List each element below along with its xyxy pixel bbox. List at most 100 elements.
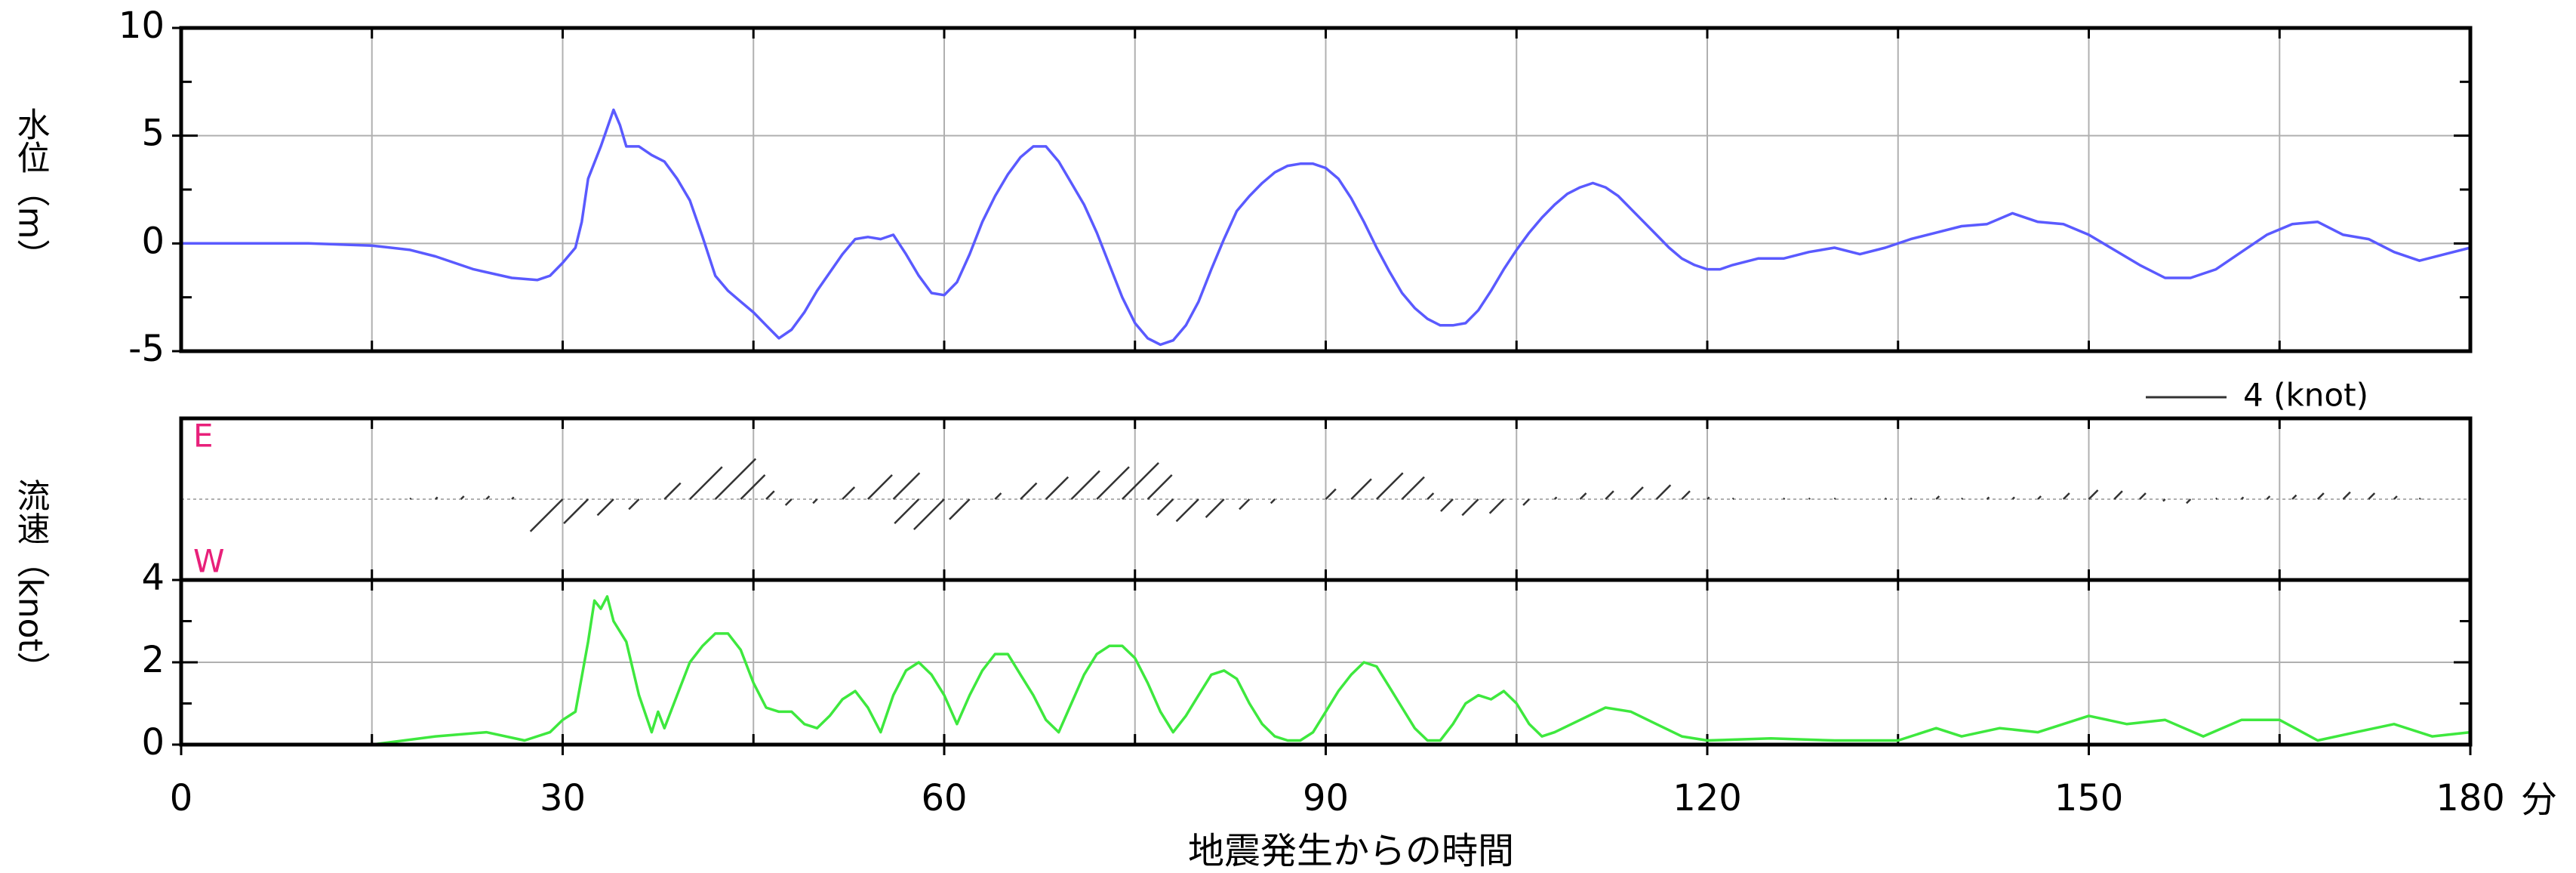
stick [1808,497,1811,500]
stick [1605,490,1614,500]
stick [1146,474,1173,500]
stick [1522,498,1530,506]
stick [1020,482,1038,500]
stick [460,495,465,500]
data-line [181,595,2471,746]
stick [1731,497,1734,500]
stick [2291,494,2297,500]
stick [1096,466,1130,500]
x-axis-label: 地震発生からの時間 [1188,830,1514,872]
stick [2368,492,2376,500]
stick [1655,484,1672,500]
stick [1440,498,1454,512]
stick [1239,498,1251,511]
stick [1910,497,1913,500]
stick [714,458,757,500]
stick [1553,496,1558,500]
stick [2342,491,2351,500]
stick [949,498,971,520]
stick [628,498,640,511]
stick [1205,498,1225,518]
x-tick-label: 120 [1673,777,1742,819]
stick [1270,498,1276,504]
plot-frame [179,578,2473,747]
stick [1350,478,1372,500]
stick [1833,497,1836,500]
east-label: E [193,418,214,455]
stick [596,498,614,517]
stick [994,492,1002,500]
stick [2162,498,2166,502]
stick [842,486,856,500]
stick [2418,497,2421,500]
x-unit: 分 [2521,779,2557,821]
x-tick-label: 90 [1303,777,1349,819]
y-tick-label: 2 [141,639,165,681]
plot-frame [179,26,2473,353]
data-line [181,108,2471,347]
stick [2088,489,2099,500]
y-tick-label: -5 [128,328,165,370]
stick [765,490,775,500]
stick [2186,498,2192,504]
stick [1681,490,1691,500]
stick [435,496,439,500]
stick [1935,495,1940,500]
stick [867,474,893,500]
stick [2240,496,2245,500]
stick [2266,495,2271,500]
stick [1707,496,1710,500]
stick [2393,495,2398,500]
west-label: W [193,543,225,580]
stick [1488,498,1505,514]
stick [812,498,818,504]
stick [1045,476,1069,500]
stick [894,498,920,524]
x-tick-label: 30 [540,777,586,819]
stick [485,495,491,500]
stick [1070,470,1100,500]
stick [1401,476,1425,500]
stick [1630,486,1644,500]
stick [529,498,564,532]
stick [892,472,921,500]
stick [913,498,945,531]
stick [784,498,792,506]
y-axis-label: 流速（knot） [11,478,50,685]
x-tick-label: 180 [2436,777,2505,819]
y-tick-label: 0 [141,220,165,262]
stick [1156,498,1174,517]
y-axis-label: 水位（m） [11,107,50,273]
stick [1376,472,1404,500]
stick [1986,496,1990,500]
stick [1175,498,1199,523]
stick [1122,461,1159,500]
stick [563,498,589,524]
stick [689,466,723,500]
x-tick-label: 60 [921,777,967,819]
stick [2215,497,2218,500]
stick [2113,490,2123,500]
y-tick-label: 4 [141,557,165,599]
stick [663,482,682,500]
x-tick-label: 0 [170,777,193,819]
stick [1579,492,1587,500]
stick [2316,492,2325,500]
stick [1325,488,1337,500]
stick [2037,495,2042,500]
y-tick-label: 0 [141,721,165,763]
stick [2011,496,2015,500]
legend-label: 4 (knot) [2243,377,2368,414]
x-tick-label: 150 [2054,777,2124,819]
stick [1461,498,1479,517]
stick [2062,492,2070,500]
stick [1885,497,1888,500]
y-tick-label: 10 [118,5,165,47]
stick [2139,492,2147,500]
y-tick-label: 5 [141,113,165,155]
stick [409,497,412,500]
stick [740,474,766,500]
stick [511,496,515,500]
stick [1426,492,1435,500]
